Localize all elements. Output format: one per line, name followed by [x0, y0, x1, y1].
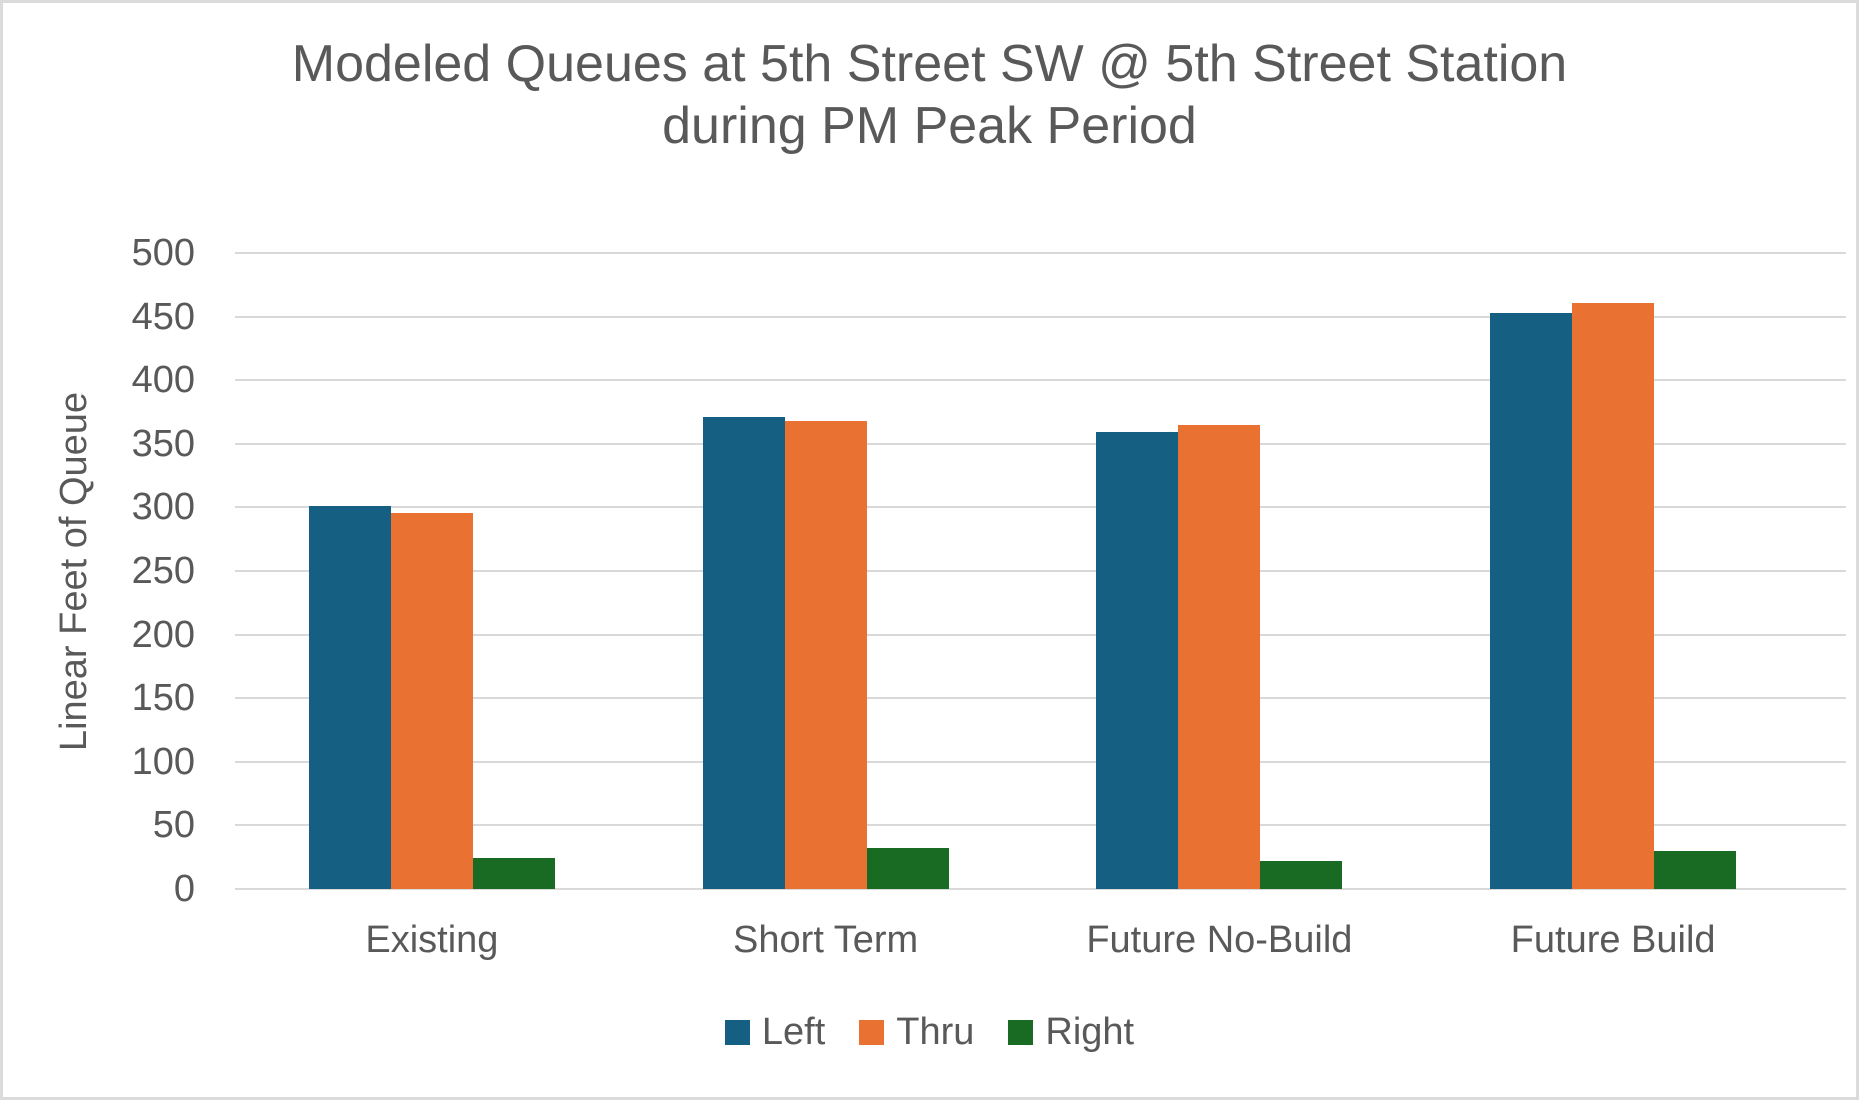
x-category-label-future-no-build: Future No-Build — [1086, 919, 1353, 961]
legend-label-right: Right — [1045, 1011, 1135, 1053]
gridline-150 — [235, 697, 1846, 700]
legend-label-left: Left — [761, 1011, 826, 1053]
y-tick-label-450: 450 — [131, 295, 195, 338]
gridline-50 — [235, 824, 1846, 827]
legend: Left Thru Right — [3, 1011, 1856, 1054]
chart-title: Modeled Queues at 5th Street SW @ 5th St… — [291, 35, 1568, 155]
bar-group-future-no-build — [1023, 253, 1417, 889]
legend-swatch-thru — [859, 1020, 885, 1045]
plot-area — [235, 253, 1810, 889]
y-tick-label-0: 0 — [173, 868, 195, 910]
y-tick-label-200: 200 — [131, 613, 195, 656]
x-category-label-future-build: Future Build — [1510, 919, 1716, 961]
legend-swatch-left — [724, 1020, 750, 1045]
y-tick-label-250: 250 — [131, 550, 195, 592]
gridline-500 — [235, 252, 1846, 254]
y-axis-tick-labels: 0 50 100 150 200 250 300 350 400 450 500 — [3, 234, 195, 908]
gridline-200 — [235, 633, 1846, 636]
bar-right-existing — [472, 858, 555, 889]
y-tick-label-100: 100 — [131, 740, 195, 783]
gridline-0 — [235, 888, 1846, 890]
bar-right-future-build — [1654, 850, 1737, 889]
y-tick-label-350: 350 — [131, 422, 195, 465]
bar-thru-short-term — [784, 420, 867, 889]
bar-group-existing — [235, 253, 629, 889]
legend-swatch-right — [1008, 1020, 1034, 1045]
bar-thru-existing — [390, 512, 473, 889]
bar-group-short-term — [629, 253, 1023, 889]
legend-label-thru: Thru — [896, 1011, 975, 1053]
gridline-100 — [235, 760, 1846, 763]
y-tick-label-50: 50 — [152, 804, 195, 847]
bar-left-future-build — [1490, 312, 1573, 889]
gridline-400 — [235, 379, 1846, 382]
bar-right-short-term — [866, 848, 949, 889]
bar-left-existing — [308, 506, 391, 889]
x-axis-category-labels: Existing Short Term Future No-Build Future … — [235, 919, 1810, 962]
bar-group-future-build — [1416, 253, 1810, 889]
gridline-450 — [235, 315, 1846, 318]
y-tick-label-300: 300 — [131, 486, 195, 529]
y-tick-label-150: 150 — [131, 677, 195, 720]
legend-item-right: Right — [1008, 1011, 1134, 1054]
bar-left-future-no-build — [1096, 432, 1179, 889]
legend-item-thru: Thru — [859, 1011, 974, 1054]
gridline-350 — [235, 442, 1846, 445]
y-tick-label-400: 400 — [131, 359, 195, 402]
gridline-300 — [235, 506, 1846, 509]
x-category-label-existing: Existing — [365, 919, 499, 961]
x-category-label-short-term: Short Term — [733, 919, 919, 961]
bar-thru-future-no-build — [1178, 424, 1261, 889]
gridline-250 — [235, 570, 1846, 572]
legend-item-left: Left — [724, 1011, 826, 1054]
bar-right-future-no-build — [1260, 861, 1343, 889]
bar-left-short-term — [702, 417, 785, 889]
y-tick-label-500: 500 — [131, 232, 195, 274]
plot-gridlines — [235, 252, 1846, 890]
bar-thru-future-build — [1572, 302, 1655, 889]
